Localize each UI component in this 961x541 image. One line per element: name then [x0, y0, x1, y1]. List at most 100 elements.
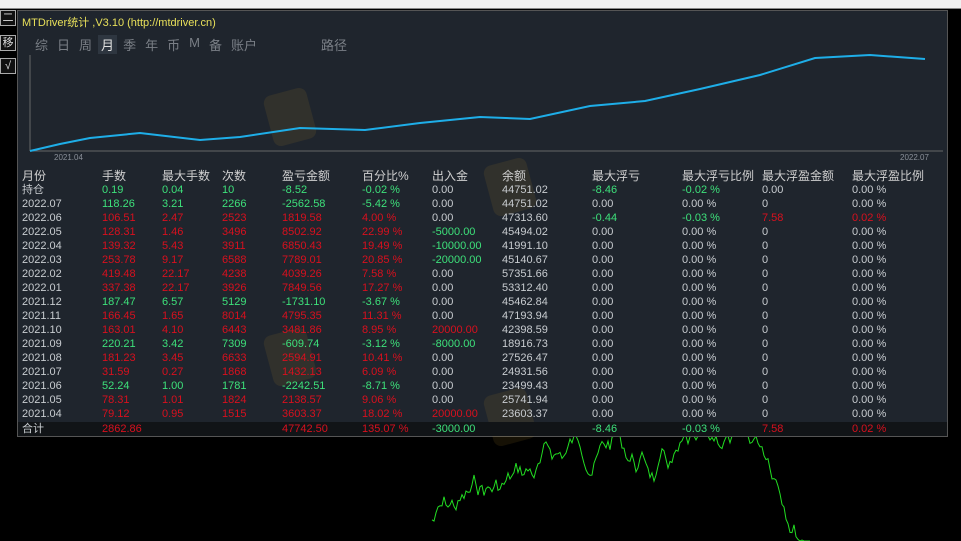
cell-col-4: 盈亏金额 — [282, 169, 331, 183]
cell-col-8: 最大浮亏 — [592, 169, 641, 183]
cell-col-5: -3.67 % — [362, 296, 400, 308]
cell-col-4: 2138.57 — [282, 394, 322, 406]
cell-col-8: 0.00 — [592, 296, 614, 308]
cell-col-6: 0.00 — [432, 282, 454, 294]
cell-col-6: 出入金 — [432, 169, 469, 183]
cell-col-2: 0.04 — [162, 184, 184, 196]
cell-col-2: 3.21 — [162, 198, 184, 210]
cell-col-7: 41991.10 — [502, 240, 548, 252]
cell-col-1: 78.31 — [102, 394, 130, 406]
table-row: 2021.09 220.21 3.42 7309 -609.74 -3.12 % -8000… — [18, 337, 947, 351]
cell-col-0: 2021.12 — [22, 296, 62, 308]
cell-col-8: 0.00 — [592, 254, 614, 266]
cell-col-6: 0.00 — [432, 380, 454, 392]
cell-col-10: 0 — [762, 366, 769, 378]
cell-col-1: 253.78 — [102, 254, 136, 266]
cell-col-11: 0.00 % — [852, 380, 887, 392]
cell-col-5: 7.58 % — [362, 268, 397, 280]
cell-col-0: 2021.05 — [22, 394, 62, 406]
cell-col-0: 2022.05 — [22, 226, 62, 238]
cell-col-4: 1819.58 — [282, 212, 322, 224]
side-button-1[interactable]: 二 — [0, 10, 16, 26]
cell-col-5: -8.71 % — [362, 380, 400, 392]
cell-col-0: 2021.08 — [22, 352, 62, 364]
cell-col-4: 3603.37 — [282, 408, 322, 420]
tab-0[interactable]: 综 — [35, 38, 49, 53]
cell-col-5: 百分比% — [362, 169, 409, 183]
cell-col-2: 3.45 — [162, 352, 184, 364]
cell-col-3: 8014 — [222, 310, 247, 322]
tab-7[interactable]: M — [189, 35, 200, 50]
cell-col-3: 7309 — [222, 338, 247, 350]
cell-col-11: 0.00 % — [852, 184, 887, 196]
cell-col-7: 45140.67 — [502, 254, 548, 266]
cell-col-1: 31.59 — [102, 366, 130, 378]
cell-col-3: 2266 — [222, 198, 247, 210]
cell-col-9: -0.03 % — [682, 212, 720, 224]
cell-col-4: 4795.35 — [282, 310, 322, 322]
cell-col-9: 0.00 % — [682, 240, 717, 252]
cell-col-6: -5000.00 — [432, 226, 476, 238]
table-row: 2021.06 52.24 1.00 1781 -2242.51 -8.71 % 0.00 2… — [18, 379, 947, 393]
cell-col-8: 0.00 — [592, 394, 614, 406]
cell-col-11: 0.00 % — [852, 310, 887, 322]
x-start-label: 2021.04 — [54, 153, 83, 162]
tab-path[interactable]: 路径 — [321, 38, 348, 53]
cell-col-0: 2022.03 — [22, 254, 62, 266]
cell-col-4: -1731.10 — [282, 296, 326, 308]
equity-line — [29, 53, 926, 152]
cell-col-6: 20000.00 — [432, 408, 478, 420]
cell-col-11: 0.00 % — [852, 296, 887, 308]
table-row: 2022.05 128.31 1.46 3496 8502.92 22.99 % -5000… — [18, 225, 947, 239]
side-button-check[interactable]: √ — [0, 58, 16, 74]
table-row: 2022.06 106.51 2.47 2523 1819.58 4.00 % 0.00 47… — [18, 211, 947, 225]
cell-col-0: 2021.06 — [22, 380, 62, 392]
cell-col-0: 持仓 — [22, 184, 44, 196]
top-toolbar-strip — [0, 0, 961, 9]
cell-col-4: 7789.01 — [282, 254, 322, 266]
cell-col-7: 44751.02 — [502, 198, 548, 210]
cell-col-6: 0.00 — [432, 212, 454, 224]
stats-panel: MTDriver统计 ,V3.10 (http://mtdriver.cn) 综… — [17, 10, 948, 448]
tab-5[interactable]: 年 — [145, 38, 159, 53]
table-row: 持仓 0.19 0.04 10 -8.52 -0.02 % 0.00 44751.02 -8.4… — [18, 183, 947, 197]
cell-col-11: 0.00 % — [852, 198, 887, 210]
cell-col-5: 11.31 % — [362, 310, 402, 322]
tab-6[interactable]: 币 — [167, 38, 181, 53]
cell-col-5: 6.09 % — [362, 366, 397, 378]
tab-2[interactable]: 周 — [79, 38, 93, 53]
tab-3[interactable]: 月 — [98, 35, 118, 54]
cell-col-2: 22.17 — [162, 268, 190, 280]
table-row: 2022.04 139.32 5.43 3911 6850.43 19.49 % -1000… — [18, 239, 947, 253]
cell-col-7: 42398.59 — [502, 324, 548, 336]
cell-col-6: 0.00 — [432, 184, 454, 196]
cell-col-2: 6.57 — [162, 296, 184, 308]
cell-col-5: 4.00 % — [362, 212, 397, 224]
table-row: 2021.07 31.59 0.27 1868 1432.13 6.09 % 0.00 249… — [18, 365, 947, 379]
cell-col-8: 0.00 — [592, 268, 614, 280]
cell-col-3: 1781 — [222, 380, 247, 392]
cell-col-9: 0.00 % — [682, 324, 717, 336]
cell-col-4: 1432.13 — [282, 366, 322, 378]
cell-col-9: 0.00 % — [682, 310, 717, 322]
cell-col-11: 0.00 % — [852, 324, 887, 336]
tab-4[interactable]: 季 — [123, 38, 137, 53]
table-row: 2021.11 166.45 1.65 8014 4795.35 11.31 % 0.00 4… — [18, 309, 947, 323]
side-button-move[interactable]: 移 — [0, 35, 16, 51]
cell-col-0: 2022.07 — [22, 198, 62, 210]
cell-col-4: -2242.51 — [282, 380, 326, 392]
cell-col-10: 0 — [762, 226, 769, 238]
tab-1[interactable]: 日 — [57, 38, 71, 53]
cell-col-1: 手数 — [102, 169, 127, 183]
cell-col-5: 17.27 % — [362, 282, 403, 294]
tab-8[interactable]: 备 — [208, 38, 222, 53]
cell-col-10: 0 — [762, 394, 769, 406]
cell-col-7: 余额 — [502, 169, 527, 183]
cell-col-4: -2562.58 — [282, 198, 326, 210]
cell-col-0: 2021.07 — [22, 366, 62, 378]
tab-9[interactable]: 账户 — [230, 38, 257, 53]
cell-col-2: 1.01 — [162, 394, 184, 406]
cell-col-3: 4238 — [222, 268, 247, 280]
cell-col-3: 1515 — [222, 408, 247, 420]
cell-col-8: -8.46 — [592, 184, 618, 196]
